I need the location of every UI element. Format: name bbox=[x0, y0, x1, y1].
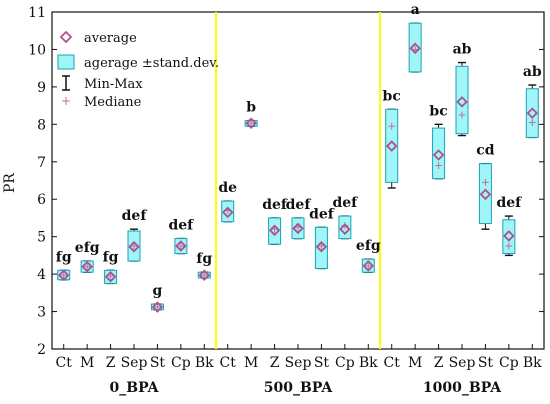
x-tick-label: Z bbox=[270, 355, 280, 371]
y-tick-label: 8 bbox=[37, 117, 46, 133]
significance-label: def bbox=[286, 197, 312, 213]
x-tick-label: Cp bbox=[335, 355, 355, 371]
significance-label: def bbox=[262, 197, 288, 213]
significance-label: def bbox=[332, 195, 358, 211]
legend-band-swatch bbox=[57, 54, 75, 70]
average-marker bbox=[175, 240, 187, 252]
average-marker bbox=[432, 149, 445, 161]
sd-box bbox=[502, 219, 516, 255]
average-marker bbox=[339, 223, 351, 235]
average-marker bbox=[409, 42, 421, 55]
average-marker bbox=[268, 224, 281, 237]
significance-label: efg bbox=[356, 238, 381, 254]
x-tick-label: Sep bbox=[285, 355, 312, 371]
significance-label: fg bbox=[196, 251, 212, 267]
significance-label: ab bbox=[453, 42, 472, 58]
x-tick-label: Cp bbox=[171, 355, 191, 371]
significance-label: ab bbox=[523, 64, 542, 80]
x-tick-label: M bbox=[408, 355, 422, 371]
average-marker bbox=[151, 301, 164, 313]
significance-label: def bbox=[309, 206, 335, 222]
average-marker bbox=[198, 269, 211, 282]
average-marker bbox=[315, 241, 328, 253]
y-tick-label: 11 bbox=[28, 5, 46, 21]
y-tick-label: 6 bbox=[37, 192, 46, 208]
group-label: 500_BPA bbox=[264, 380, 334, 396]
y-tick-label: 9 bbox=[37, 80, 46, 96]
sd-box bbox=[432, 127, 446, 180]
legend-average-marker bbox=[59, 30, 73, 44]
significance-label: def bbox=[496, 195, 522, 211]
y-axis-title: PR bbox=[2, 173, 18, 193]
significance-label: cd bbox=[476, 143, 495, 159]
average-marker bbox=[57, 269, 70, 282]
average-marker bbox=[104, 270, 117, 283]
y-tick-label: 7 bbox=[37, 155, 46, 171]
x-tick-label: Cp bbox=[499, 355, 519, 371]
x-tick-label: St bbox=[314, 355, 330, 371]
x-tick-label: Z bbox=[434, 355, 444, 371]
average-marker bbox=[456, 96, 468, 108]
significance-label: fg bbox=[103, 249, 119, 265]
legend-average-label: average bbox=[84, 31, 137, 46]
average-marker bbox=[128, 241, 140, 253]
x-tick-label: St bbox=[150, 355, 166, 371]
x-tick-label: M bbox=[80, 355, 94, 371]
x-tick-label: Sep bbox=[449, 355, 476, 371]
significance-label: de bbox=[218, 180, 237, 196]
y-tick-label: 10 bbox=[28, 42, 46, 58]
legend-band-label: agerage ±stand.dev. bbox=[84, 56, 219, 71]
average-marker bbox=[81, 260, 93, 273]
significance-label: fg bbox=[56, 249, 72, 265]
significance-label: def bbox=[168, 218, 194, 234]
average-marker bbox=[292, 222, 304, 235]
sd-box bbox=[525, 88, 539, 138]
significance-label: b bbox=[246, 100, 256, 116]
average-marker bbox=[479, 188, 492, 201]
x-tick-label: Z bbox=[106, 355, 116, 371]
significance-label: a bbox=[411, 2, 420, 18]
legend: average agerage ±stand.dev. Min-Max Medi… bbox=[57, 30, 219, 110]
average-marker bbox=[362, 260, 375, 272]
x-tick-label: M bbox=[244, 355, 258, 371]
y-tick-label: 3 bbox=[37, 305, 46, 321]
y-tick-label: 5 bbox=[37, 230, 46, 246]
significance-label: bc bbox=[383, 88, 401, 104]
x-tick-label: Bk bbox=[359, 355, 378, 371]
average-marker bbox=[221, 206, 234, 219]
legend-minmax-label: Min-Max bbox=[84, 77, 143, 92]
x-tick-label: Bk bbox=[195, 355, 214, 371]
x-tick-label: Bk bbox=[523, 355, 542, 371]
average-marker bbox=[245, 117, 257, 129]
sd-box bbox=[455, 65, 469, 135]
average-marker bbox=[526, 107, 539, 119]
x-tick-label: St bbox=[478, 355, 494, 371]
group-label: 1000_BPA bbox=[423, 380, 502, 396]
x-tick-label: Ct bbox=[220, 355, 237, 371]
significance-label: g bbox=[153, 283, 163, 299]
x-tick-label: Ct bbox=[384, 355, 401, 371]
significance-label: def bbox=[122, 208, 148, 224]
sd-box bbox=[478, 163, 492, 225]
legend-median-label: Mediane bbox=[84, 95, 142, 110]
x-tick-label: Sep bbox=[121, 355, 148, 371]
significance-label: efg bbox=[75, 240, 100, 256]
sd-box bbox=[385, 108, 399, 183]
group-label: 0_BPA bbox=[110, 380, 160, 396]
significance-label: bc bbox=[429, 103, 447, 119]
y-tick-label: 4 bbox=[37, 267, 46, 283]
y-tick-label: 2 bbox=[37, 342, 46, 358]
average-marker bbox=[385, 140, 398, 152]
average-marker bbox=[503, 230, 515, 242]
x-tick-label: Ct bbox=[56, 355, 73, 371]
